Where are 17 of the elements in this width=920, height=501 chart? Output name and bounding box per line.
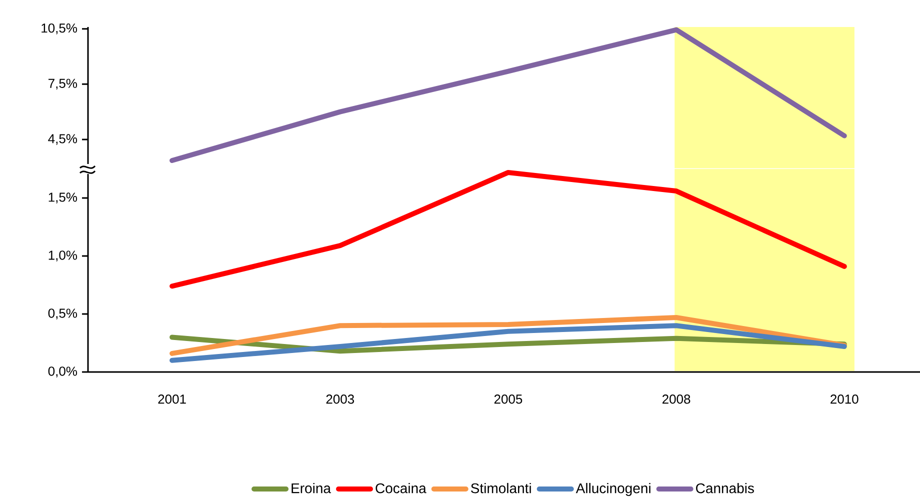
y-tick-label: 0,5% xyxy=(48,308,78,320)
x-tick-label: 2003 xyxy=(326,394,354,404)
legend-label: Stimolanti xyxy=(471,482,531,494)
legend-label: Eroina xyxy=(292,482,332,494)
x-tick-label: 2010 xyxy=(830,394,858,404)
legend-label: Cocaina xyxy=(376,482,426,494)
legend-label: Cannabis xyxy=(696,482,754,494)
y-tick-label: 4,5% xyxy=(48,134,78,145)
x-tick-label: 2005 xyxy=(494,394,522,404)
y-tick-label: 10,5% xyxy=(42,23,78,34)
y-tick-label: 0,0% xyxy=(48,366,78,378)
x-tick-label: 2008 xyxy=(662,394,690,404)
x-tick-label: 2001 xyxy=(158,394,186,404)
y-tick-label: 1,5% xyxy=(48,192,78,204)
legend-label: Allucinogeni xyxy=(576,482,650,496)
y-tick-label: 7,5% xyxy=(48,78,78,90)
y-tick-label: 1,0% xyxy=(48,250,78,262)
